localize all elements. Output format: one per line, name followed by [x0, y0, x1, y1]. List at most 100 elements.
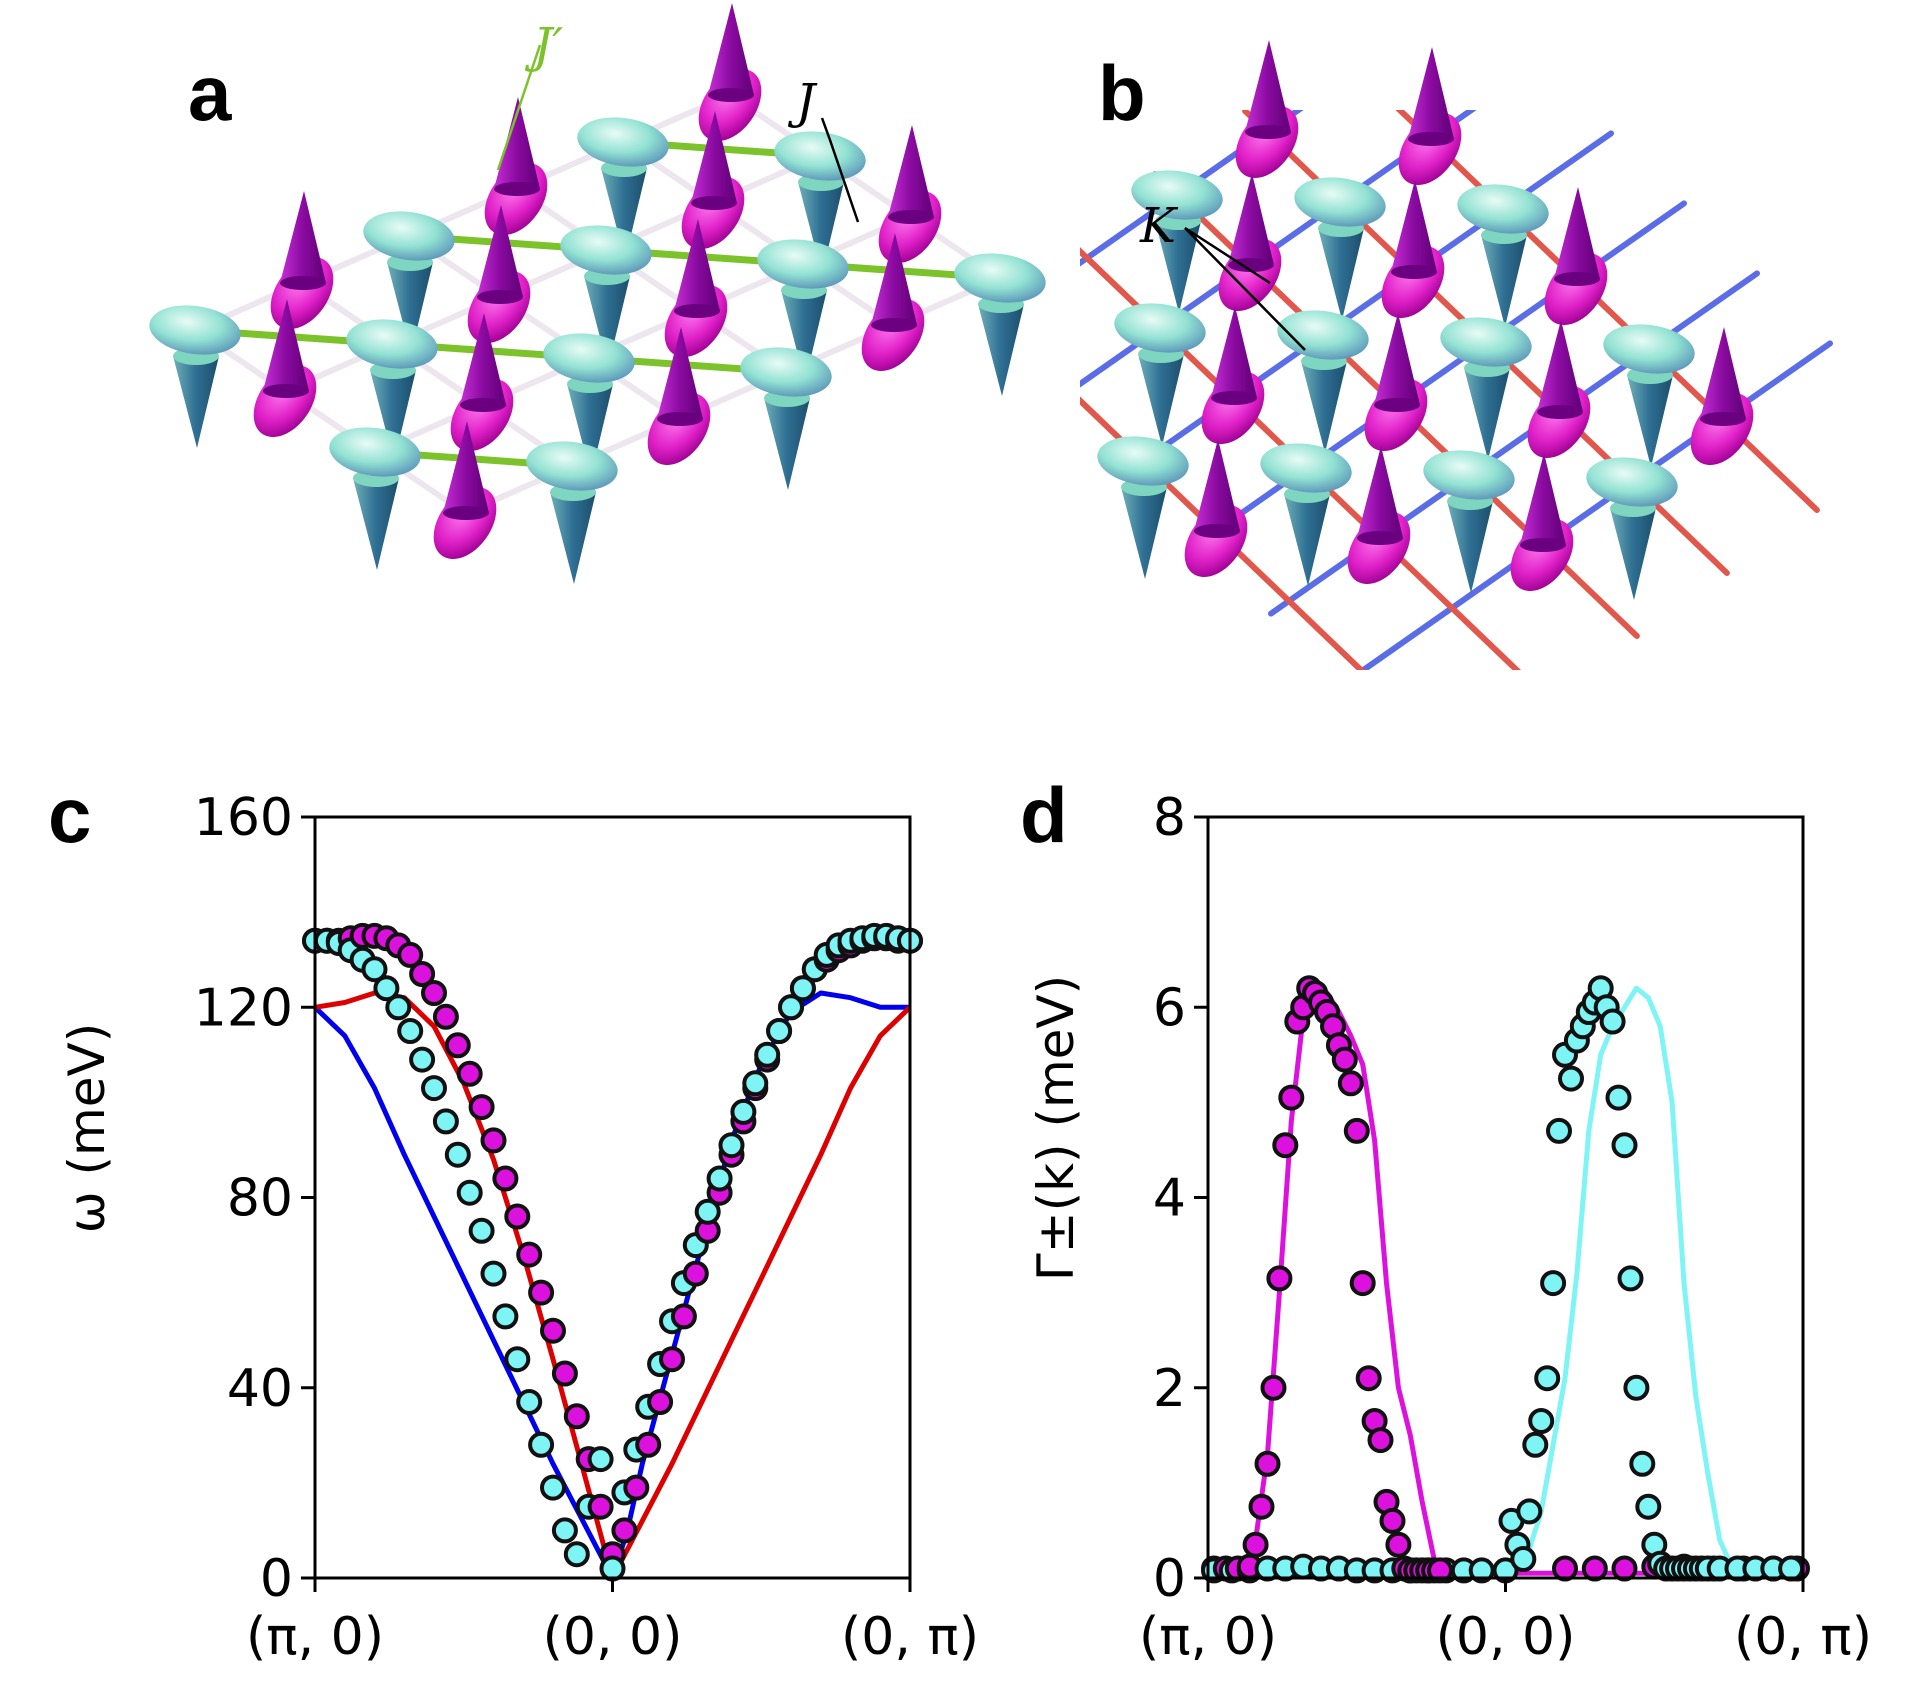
x-tick-label: (π, 0): [1139, 1607, 1277, 1667]
spin-down-arrow: [954, 253, 1046, 396]
spin-down-cone: [1121, 487, 1167, 579]
data-point: [492, 1165, 519, 1192]
spin-down-cone: [1610, 508, 1656, 600]
data-point: [1558, 1065, 1584, 1092]
spin-down-cone: [1155, 221, 1201, 313]
spin-down-arrow: [346, 319, 438, 462]
spin-up-arrow: [1347, 446, 1411, 585]
data-point: [1343, 1117, 1370, 1144]
spin-down-cone: [1627, 375, 1673, 467]
spin-up-cone-base: [280, 276, 326, 290]
y-tick-label: 8: [1153, 788, 1186, 848]
spin-down-arrow: [1097, 436, 1189, 579]
spin-up-arrow: [1544, 187, 1608, 326]
k-bond-blue: [1080, 110, 1304, 267]
data-point: [1242, 1531, 1269, 1558]
spin-up-cone-base: [1357, 531, 1403, 545]
data-point: [1367, 1427, 1394, 1454]
y-tick-label: 80: [227, 1169, 293, 1229]
spin-down-cone: [353, 478, 399, 570]
spin-down-cone: [764, 398, 810, 490]
y-tick-label: 2: [1153, 1359, 1186, 1419]
spin-down-arrow: [757, 239, 849, 382]
spin-down-arrow: [577, 117, 669, 260]
data-point: [516, 1389, 543, 1415]
chart-c: 0 40 80 120 160 (π, 0) (0, 0) (0, π): [194, 788, 979, 1667]
data-point: [1778, 1555, 1805, 1582]
data-point: [551, 1360, 578, 1387]
data-point: [1266, 1265, 1293, 1292]
spin-down-arrow: [1260, 443, 1352, 586]
data-point: [528, 1279, 555, 1306]
data-point: [1552, 1555, 1578, 1582]
panel-label-b: b: [1098, 49, 1146, 137]
data-point: [754, 1041, 781, 1068]
data-point: [706, 1165, 733, 1192]
data-point: [599, 1555, 626, 1582]
spin-down-arrow: [149, 305, 241, 448]
spin-up-cone: [1357, 446, 1403, 538]
data-point: [635, 1431, 662, 1458]
spin-up-cone: [1211, 306, 1257, 398]
spin-down-disc: [1294, 177, 1386, 227]
data-point: [373, 975, 400, 1002]
spin-up-cone-base: [263, 384, 309, 398]
spin-up-cone: [1700, 327, 1746, 419]
spin-up-cone: [1228, 173, 1274, 265]
spin-up-arrow: [253, 299, 317, 438]
spin-up-cone: [674, 219, 720, 311]
data-point: [1278, 1084, 1305, 1111]
k-leader-line-2: [1184, 227, 1306, 351]
spin-down-arrow: [1131, 170, 1223, 313]
spin-up-cone: [460, 313, 506, 405]
spin-up-cone: [477, 205, 523, 297]
spin-down-cone: [1301, 361, 1347, 453]
spin-up-arrow: [1364, 313, 1428, 452]
spin-down-disc: [346, 319, 438, 369]
spin-down-disc: [1603, 324, 1695, 374]
data-point: [504, 1203, 531, 1230]
panel-a-spins: [149, 3, 1046, 584]
spin-down-disc: [1260, 443, 1352, 493]
spin-up-cone: [871, 233, 917, 325]
spin-up-cone: [1391, 180, 1437, 272]
spin-down-arrow: [1114, 303, 1206, 446]
spin-down-disc: [1114, 303, 1206, 353]
k-bond-blue: [1080, 110, 1477, 388]
spin-up-arrow: [467, 205, 531, 344]
data-point: [1629, 1450, 1656, 1477]
spin-up-cone: [1374, 313, 1420, 405]
x-tick-label: (0, π): [841, 1607, 979, 1667]
data-point: [563, 1541, 590, 1568]
spin-down-cone: [978, 304, 1024, 396]
panel-a: J′ J a: [149, 3, 1046, 584]
data-point: [742, 1070, 769, 1097]
spin-down-arrow: [774, 131, 866, 274]
x-tick-label: (0, 0): [543, 1607, 683, 1667]
data-point: [1337, 1070, 1364, 1097]
spin-down-disc: [526, 441, 618, 491]
data-point: [563, 1403, 590, 1430]
data-point: [385, 994, 412, 1021]
spin-down-cone: [781, 290, 827, 382]
spin-up-arrow: [1510, 453, 1574, 592]
spin-up-cone: [888, 125, 934, 217]
spin-up-cone: [1194, 439, 1240, 531]
k-bond-blue: [1358, 340, 1833, 670]
data-point: [421, 1075, 447, 1102]
panel-d: d 0 2 4 6 8 (π, 0) (0, 0) (0, π) Γ±(k) (meV): [1020, 771, 1872, 1667]
data-point: [659, 1346, 685, 1373]
data-point: [1510, 1546, 1537, 1572]
spin-up-cone-base: [657, 412, 703, 426]
data-point: [587, 1493, 614, 1520]
spin-up-cone: [494, 97, 540, 189]
spin-up-cone-base: [691, 196, 737, 210]
panel-label-c: c: [48, 771, 91, 859]
data-point: [1248, 1493, 1275, 1520]
data-point: [1599, 1008, 1626, 1035]
plot-area: [302, 922, 923, 1582]
data-point: [1534, 1365, 1561, 1392]
spin-up-cone-base: [1700, 412, 1746, 426]
spin-down-disc: [740, 347, 832, 397]
